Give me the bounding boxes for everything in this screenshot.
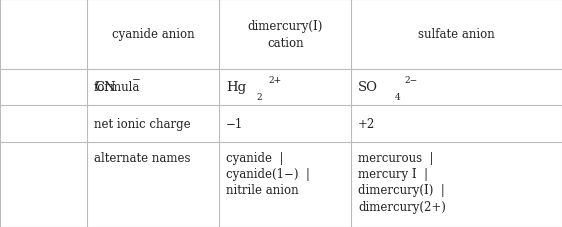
Text: SO: SO bbox=[358, 81, 378, 94]
Text: −1: −1 bbox=[226, 117, 243, 130]
Text: mercury I  |: mercury I | bbox=[358, 167, 428, 180]
Text: cyanide anion: cyanide anion bbox=[112, 28, 194, 41]
Text: 2: 2 bbox=[257, 92, 262, 101]
Text: −: − bbox=[132, 76, 141, 85]
Text: dimercury(I)  |: dimercury(I) | bbox=[358, 184, 445, 197]
Text: nitrile anion: nitrile anion bbox=[226, 184, 298, 197]
Text: alternate names: alternate names bbox=[94, 151, 191, 164]
Text: mercurous  |: mercurous | bbox=[358, 151, 433, 164]
Text: formula: formula bbox=[94, 81, 140, 94]
Text: sulfate anion: sulfate anion bbox=[418, 28, 495, 41]
Text: dimercury(2+): dimercury(2+) bbox=[358, 200, 446, 213]
Text: net ionic charge: net ionic charge bbox=[94, 117, 191, 130]
Text: 2+: 2+ bbox=[268, 76, 281, 85]
Text: +2: +2 bbox=[358, 117, 375, 130]
Text: 4: 4 bbox=[395, 92, 400, 101]
Text: cyanide  |: cyanide | bbox=[226, 151, 283, 164]
Text: dimercury(I)
cation: dimercury(I) cation bbox=[247, 20, 323, 49]
Text: Hg: Hg bbox=[226, 81, 246, 94]
Text: cyanide(1−)  |: cyanide(1−) | bbox=[226, 167, 310, 180]
Text: CN: CN bbox=[94, 81, 116, 94]
Text: 2−: 2− bbox=[404, 76, 417, 85]
